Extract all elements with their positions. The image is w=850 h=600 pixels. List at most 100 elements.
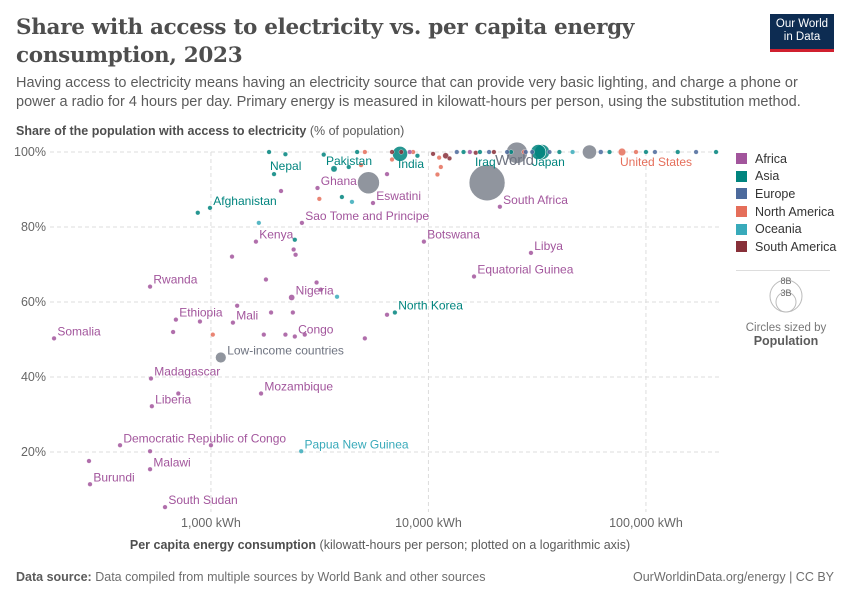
data-point[interactable] <box>436 155 442 161</box>
data-point[interactable] <box>147 284 153 290</box>
data-point[interactable] <box>282 151 288 157</box>
data-point[interactable] <box>315 185 320 191</box>
data-point[interactable] <box>467 149 473 155</box>
data-point[interactable] <box>633 149 639 155</box>
data-point[interactable] <box>486 149 492 155</box>
data-point[interactable] <box>643 149 649 155</box>
data-point[interactable] <box>256 220 262 226</box>
data-point[interactable] <box>291 247 297 252</box>
data-point[interactable] <box>497 204 503 210</box>
data-point[interactable] <box>598 149 604 155</box>
data-point[interactable] <box>162 504 168 510</box>
data-point[interactable] <box>346 164 352 170</box>
data-point[interactable] <box>370 200 376 206</box>
data-point[interactable] <box>618 148 626 156</box>
legend-item-europe[interactable]: Europe <box>736 185 836 203</box>
data-point[interactable] <box>471 274 477 279</box>
data-point[interactable] <box>504 149 510 155</box>
data-point[interactable] <box>362 149 368 155</box>
data-point[interactable] <box>229 254 235 260</box>
data-point[interactable] <box>318 287 324 293</box>
data-point[interactable] <box>298 448 304 454</box>
data-point[interactable] <box>316 196 322 202</box>
data-point[interactable] <box>321 152 327 158</box>
data-point[interactable] <box>197 319 203 324</box>
legend-item-oceania[interactable]: Oceania <box>736 220 836 238</box>
data-point[interactable] <box>461 149 466 155</box>
data-point[interactable] <box>442 152 449 159</box>
data-point[interactable] <box>293 252 299 258</box>
data-point[interactable] <box>117 442 123 448</box>
data-point[interactable] <box>570 149 576 155</box>
data-point[interactable] <box>529 149 535 155</box>
data-point[interactable] <box>556 149 562 155</box>
data-point[interactable] <box>334 294 340 300</box>
data-point[interactable] <box>210 332 216 338</box>
legend-item-asia[interactable]: Asia <box>736 168 836 186</box>
data-point[interactable] <box>430 151 436 157</box>
data-point[interactable] <box>693 149 699 155</box>
data-point[interactable] <box>51 335 57 341</box>
data-point[interactable] <box>358 162 364 168</box>
footer-credit[interactable]: OurWorldinData.org/energy | CC BY <box>632 570 834 584</box>
data-point[interactable] <box>357 171 380 195</box>
data-point[interactable] <box>414 153 420 159</box>
data-point[interactable] <box>675 149 681 155</box>
data-point[interactable] <box>266 149 272 155</box>
data-point[interactable] <box>258 391 264 396</box>
data-point[interactable] <box>330 165 338 173</box>
data-point[interactable] <box>147 448 153 454</box>
data-point[interactable] <box>389 149 395 155</box>
data-point[interactable] <box>263 277 269 282</box>
data-point[interactable] <box>170 329 176 335</box>
data-point[interactable] <box>392 310 398 315</box>
legend-item-south-america[interactable]: South America <box>736 238 836 256</box>
data-point[interactable] <box>208 442 214 448</box>
data-point[interactable] <box>175 391 181 396</box>
data-point[interactable] <box>389 157 395 162</box>
data-point[interactable] <box>278 188 284 194</box>
data-point[interactable] <box>339 194 345 200</box>
owid-logo[interactable]: Our World in Data <box>770 14 834 52</box>
data-point[interactable] <box>299 220 305 226</box>
data-point[interactable] <box>528 250 534 256</box>
data-point[interactable] <box>207 205 213 211</box>
data-point[interactable] <box>234 303 240 309</box>
data-point[interactable] <box>292 237 298 243</box>
data-point[interactable] <box>288 294 295 301</box>
data-point[interactable] <box>434 172 440 177</box>
data-point[interactable] <box>652 149 658 155</box>
data-point[interactable] <box>87 481 93 487</box>
data-point[interactable] <box>230 320 236 326</box>
legend-item-north-america[interactable]: North America <box>736 203 836 221</box>
data-point[interactable] <box>349 199 355 205</box>
data-point[interactable] <box>398 149 404 155</box>
data-point[interactable] <box>86 458 92 464</box>
data-point[interactable] <box>173 317 179 323</box>
data-point[interactable] <box>468 164 506 202</box>
data-point[interactable] <box>491 149 497 155</box>
data-point[interactable] <box>148 376 154 381</box>
data-point[interactable] <box>546 149 552 155</box>
data-point[interactable] <box>195 210 201 216</box>
data-point[interactable] <box>282 332 288 338</box>
legend-item-africa[interactable]: Africa <box>736 150 836 168</box>
data-point[interactable] <box>354 149 360 155</box>
data-point[interactable] <box>261 332 267 338</box>
data-point[interactable] <box>477 149 483 155</box>
data-point[interactable] <box>447 155 452 161</box>
data-point[interactable] <box>421 239 427 245</box>
data-point[interactable] <box>582 144 597 160</box>
data-point[interactable] <box>454 149 460 155</box>
data-point[interactable] <box>149 403 155 409</box>
data-point[interactable] <box>290 310 296 315</box>
data-point[interactable] <box>362 335 368 341</box>
data-point[interactable] <box>607 149 612 155</box>
data-point[interactable] <box>147 466 153 472</box>
data-point[interactable] <box>271 171 277 177</box>
data-point[interactable] <box>292 334 298 339</box>
data-point[interactable] <box>523 149 529 155</box>
data-point[interactable] <box>407 149 413 155</box>
data-point[interactable] <box>215 351 227 364</box>
data-point[interactable] <box>384 171 390 177</box>
